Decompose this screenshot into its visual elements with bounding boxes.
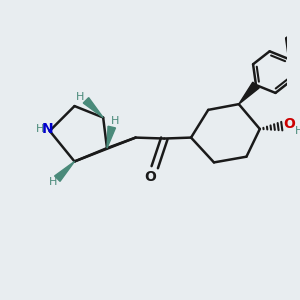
Polygon shape <box>83 98 103 118</box>
Polygon shape <box>239 82 259 104</box>
Polygon shape <box>107 126 116 148</box>
Text: O: O <box>144 170 156 184</box>
Polygon shape <box>55 161 74 182</box>
Text: N: N <box>42 122 54 136</box>
Text: H: H <box>36 124 44 134</box>
Text: H: H <box>110 116 119 126</box>
Text: H: H <box>49 178 58 188</box>
Text: O: O <box>284 117 296 131</box>
Text: H: H <box>76 92 84 101</box>
Text: H: H <box>295 126 300 136</box>
